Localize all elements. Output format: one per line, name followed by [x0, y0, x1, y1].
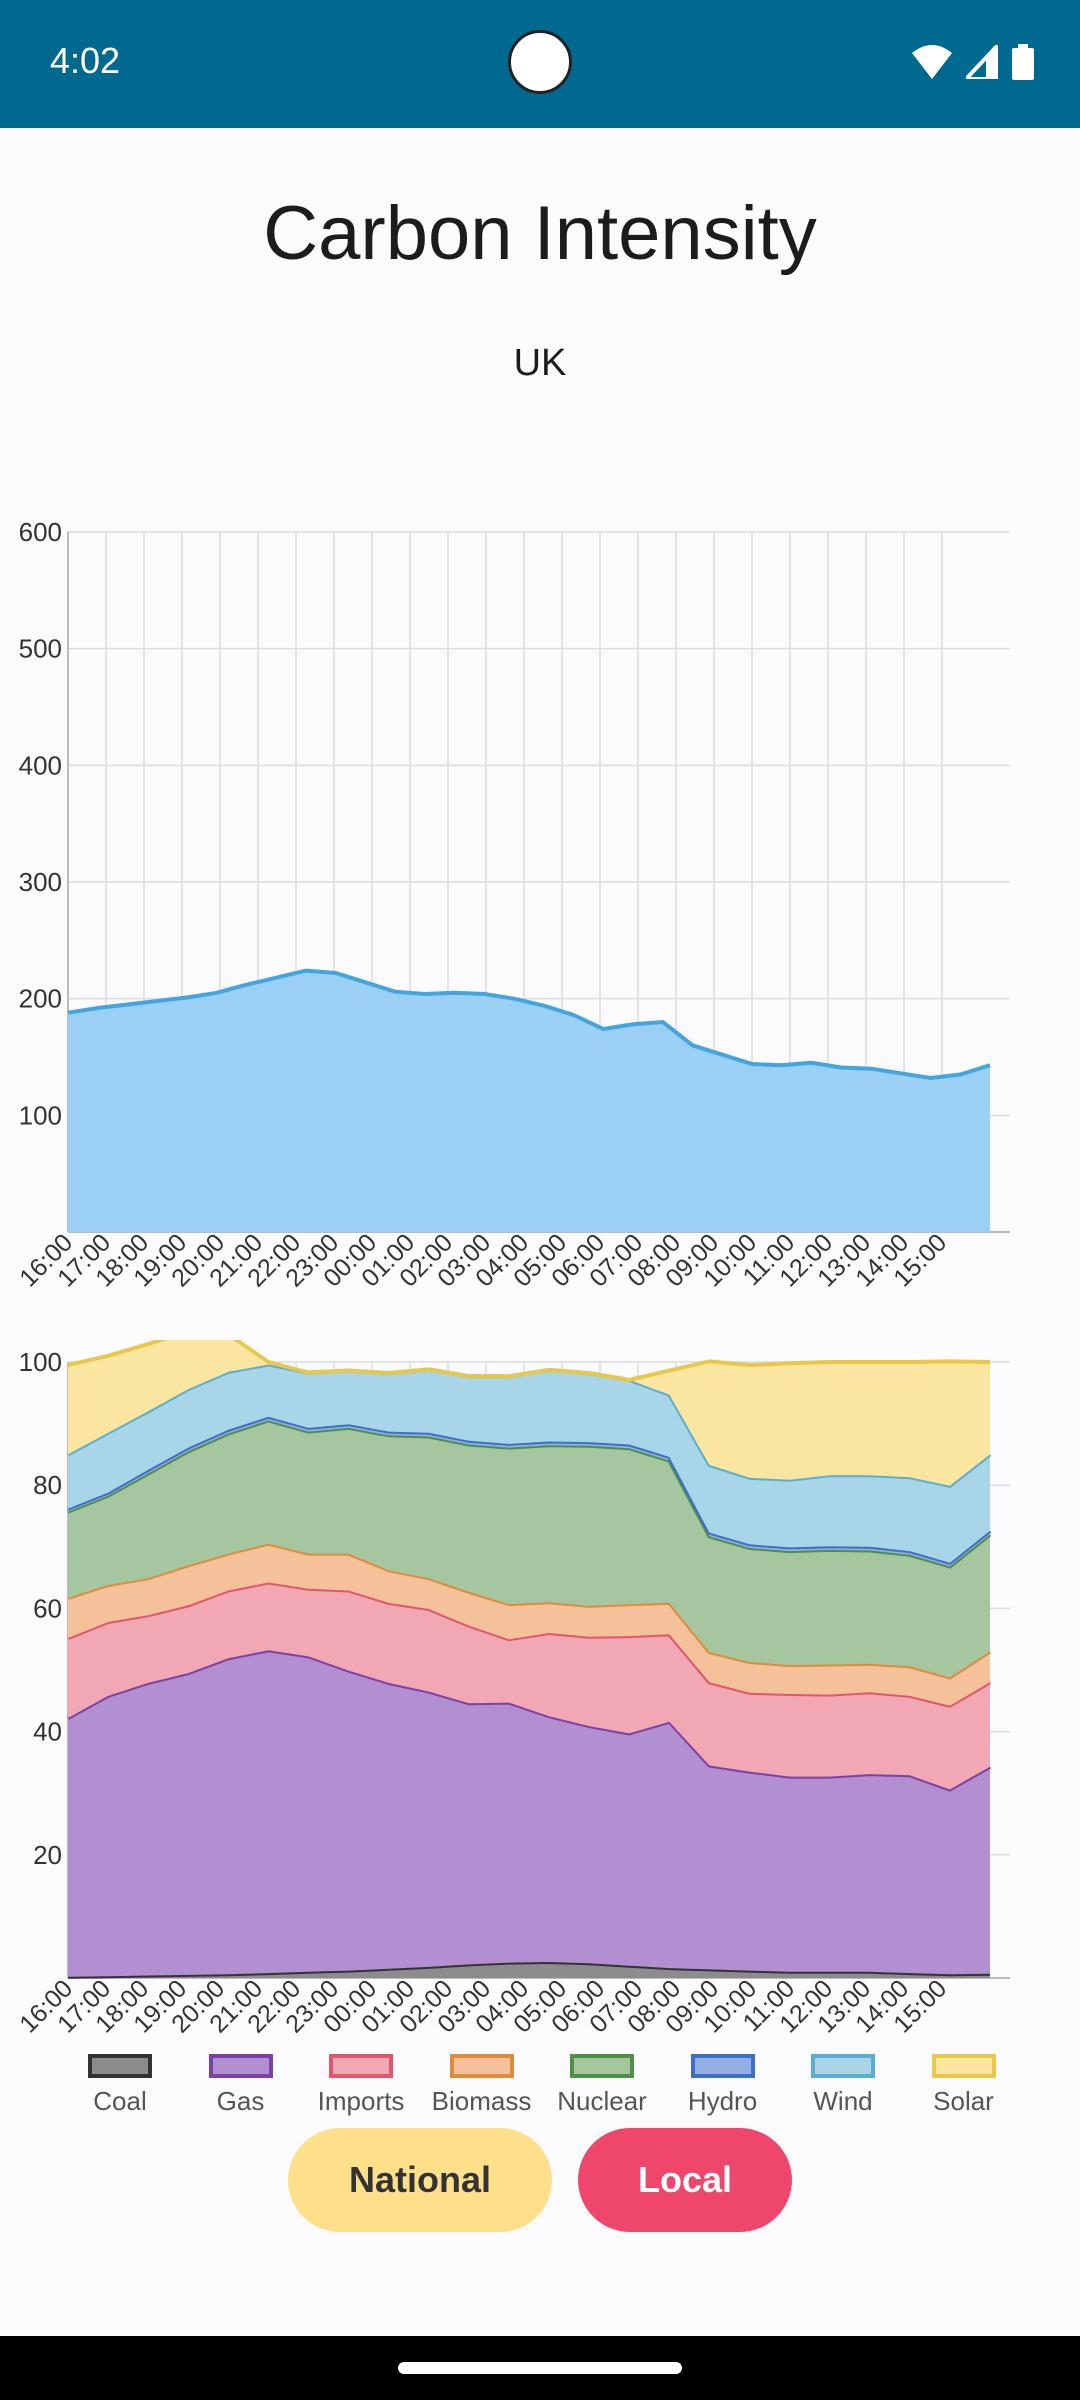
legend-label: Hydro [687, 2086, 758, 2116]
y-tick-label: 300 [19, 867, 62, 897]
region-label: UK [513, 342, 567, 384]
gas-area [68, 1650, 990, 1977]
page-title: Carbon Intensity [263, 191, 817, 276]
wind-area [68, 1364, 990, 1563]
y-tick-label: 80 [33, 1470, 62, 1500]
legend-item-wind: Wind [783, 2054, 903, 2117]
signal-icon [966, 45, 998, 79]
nuclear-area [68, 1420, 990, 1678]
legend-label: Wind [813, 2086, 873, 2116]
y-tick-label: 20 [33, 1840, 62, 1870]
legend-label: Coal [93, 2086, 147, 2116]
battery-icon [1012, 44, 1034, 80]
home-handle[interactable] [398, 2362, 682, 2374]
legend-swatch [931, 2054, 996, 2078]
legend-item-hydro: Hydro [663, 2054, 783, 2117]
solar-line [67, 1340, 991, 1382]
status-time: 4:02 [50, 40, 121, 81]
intensity-line [67, 968, 991, 1081]
y-tick-label: 400 [19, 750, 62, 780]
wifi-icon [912, 45, 952, 79]
legend-item-biomass: Biomass [422, 2054, 542, 2117]
gas-line [67, 1648, 991, 1792]
y-tick-label: 100 [19, 1100, 62, 1130]
status-icons [912, 44, 1034, 80]
y-tick-label: 60 [33, 1593, 62, 1623]
legend-item-imports: Imports [301, 2054, 421, 2117]
coal-line [67, 1959, 991, 1979]
legend-label: Gas [216, 2086, 265, 2116]
legend-swatch [690, 2054, 755, 2078]
legend-swatch [88, 2054, 152, 2078]
legend-label: Solar [933, 2086, 994, 2116]
intensity-chart: 10020030040050060016:0017:0018:0019:0020… [14, 517, 1010, 1292]
y-tick-label: 500 [19, 634, 62, 664]
legend-label: Nuclear [557, 2086, 647, 2116]
legend-swatch [208, 2054, 273, 2078]
legend-item-gas: Gas [181, 2054, 301, 2117]
legend-item-solar: Solar [904, 2054, 1024, 2117]
legend-label: Imports [317, 2086, 405, 2116]
solar-area [68, 1340, 990, 1486]
local-button[interactable]: Local [578, 2128, 792, 2232]
status-bar: 4:02 [0, 0, 1080, 128]
intensity-area [68, 970, 990, 1232]
generation-mix-chart: 2040608010016:0017:0018:0019:0020:0021:0… [14, 1340, 1010, 2038]
y-tick-label: 40 [33, 1717, 62, 1747]
legend-swatch [329, 2054, 393, 2078]
national-button[interactable]: National [288, 2128, 552, 2232]
legend-swatch [570, 2054, 634, 2078]
y-tick-label: 100 [19, 1347, 62, 1377]
nuclear-line [67, 1418, 992, 1569]
biomass-area [68, 1543, 990, 1706]
navigation-bar [0, 2336, 1080, 2400]
legend-item-coal: Coal [60, 2054, 180, 2117]
legend-swatch [811, 2054, 875, 2078]
legend-swatch [449, 2054, 514, 2078]
legend-label: Biomass [431, 2086, 532, 2116]
legend-item-nuclear: Nuclear [542, 2054, 662, 2117]
imports-area [68, 1582, 990, 1790]
chart-legend: Coal Gas Imports Biomass Nuclear Hydro Wind Sol… [60, 2054, 1000, 2126]
y-tick-label: 200 [19, 984, 62, 1014]
y-tick-label: 600 [19, 517, 62, 547]
camera-cutout [508, 30, 572, 94]
